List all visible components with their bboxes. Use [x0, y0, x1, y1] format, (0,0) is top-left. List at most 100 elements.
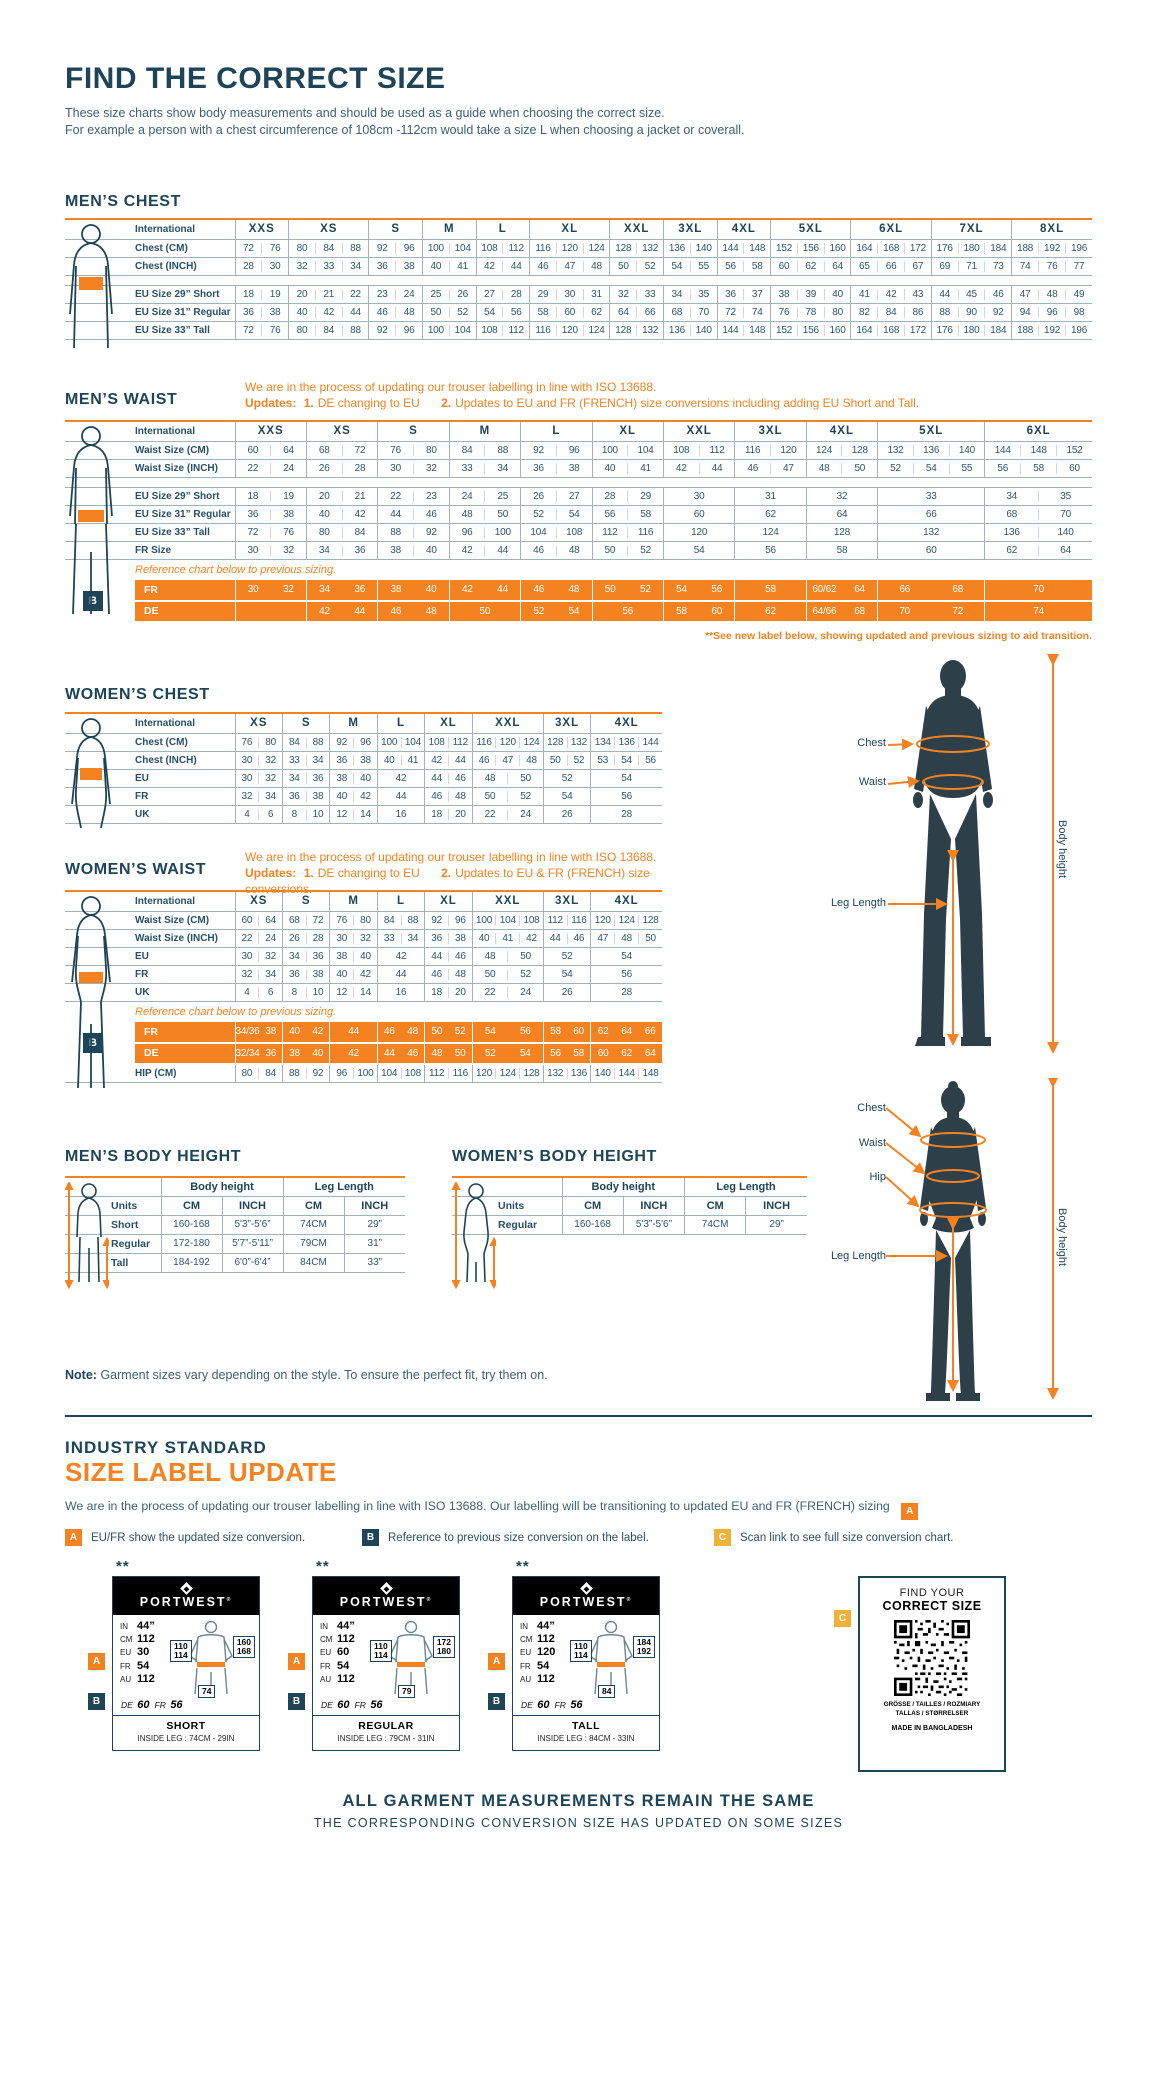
legend-text: Scan link to see full size conversion ch… — [740, 1531, 954, 1544]
table-header-row: International XS S M L XL XXL 3XL 4XL — [65, 713, 662, 734]
table-header-row: International XXS XS S M L XL XXL 3XL 4XL 5XL 6XL 7X… — [65, 219, 1092, 240]
card-stars: ** — [116, 1558, 130, 1575]
table-row: FR 32 34 36 38 40 42 44 46 48 50 52 54 56 — [65, 965, 662, 984]
label-spec-row: CM 112 — [520, 1633, 555, 1646]
size-label-update-heading: SIZE LABEL UPDATE — [65, 1457, 337, 1487]
section-womens-waist: WOMEN’S WAIST We are in the process of u… — [65, 850, 662, 1089]
table-row — [65, 477, 1092, 488]
body-height-label: Body height — [1056, 1208, 1068, 1267]
card-stars: ** — [516, 1558, 530, 1575]
qr-find-text: FIND YOUR — [899, 1587, 965, 1599]
page-header: FIND THE CORRECT SIZE These size charts … — [65, 62, 1092, 139]
previous-size-line: DE 60 FR 56 — [321, 1699, 383, 1711]
womens-waist-heading: WOMEN’S WAIST — [65, 861, 207, 878]
table-row: Chest (CM) 72 76 80 84 88 92 96 100 104 108 112 116 1… — [65, 239, 1092, 258]
table-row: Waist Size (CM) 60 64 68 72 76 80 84 88 92 96 100 10… — [65, 911, 662, 930]
badge-a: A — [65, 1529, 82, 1546]
table-header-row: International XXS XS S M L XL XXL 3XL 4XL 5XL 6XL — [65, 421, 1092, 442]
garment-note: Note: Garment sizes vary depending on th… — [65, 1368, 548, 1382]
table-row: DE 32/34 36 38 40 42 44 46 48 50 52 54 56 58 60 62 64 — [135, 1042, 662, 1065]
legend-item: C Scan link to see full size conversion c… — [714, 1529, 954, 1546]
fit-name: REGULAR — [358, 1720, 414, 1732]
table-header-row: Units CM INCH CM INCH — [65, 1196, 405, 1216]
qr-correct-text: CORRECT SIZE — [882, 1599, 982, 1613]
label-update-intro: We are in the process of updating our tr… — [65, 1499, 1095, 1520]
garment-label: PORTWEST® IN 44” CM 112 EU 60 FR 54 AU 112 110 1 — [312, 1576, 460, 1751]
label-spec-list: IN 44” CM 112 EU 120 FR 54 AU 112 — [520, 1620, 572, 1695]
portwest-diamond-icon — [579, 1581, 593, 1595]
chest-measure-box: 110 114 — [370, 1640, 392, 1662]
height-measure-box: 160 168 — [232, 1636, 255, 1658]
inside-leg: INSIDE LEG : 79CM - 31IN — [337, 1734, 435, 1743]
badge-b: B — [88, 1693, 105, 1710]
size-label-card-unit: ** PORTWEST® IN 44” CM 112 EU 30 FR 54 AU 112 — [88, 1558, 268, 1780]
womens-body-height-heading: WOMEN’S BODY HEIGHT — [452, 1148, 657, 1165]
footer-line-1: ALL GARMENT MEASUREMENTS REMAIN THE SAME — [342, 1792, 815, 1810]
label-spec-row: IN 44” — [320, 1620, 355, 1632]
legend-item: B Reference to previous size conversion o… — [362, 1529, 714, 1546]
womens-waist-ref-note: Reference chart below to previous sizing… — [135, 1005, 337, 1018]
portwest-logo: PORTWEST® — [313, 1577, 459, 1615]
label-spec-row: AU 112 — [320, 1672, 355, 1685]
section-womens-body-height: WOMEN’S BODY HEIGHT Body height Leg Lengt… — [452, 1148, 807, 1290]
inside-leg: INSIDE LEG : 84CM - 33IN — [537, 1734, 635, 1743]
chest-label: Chest — [857, 1102, 886, 1114]
registered-mark: ® — [226, 1596, 233, 1603]
table-row: Tall 184-192 6'0”-6'4” 84CM 33” — [65, 1253, 405, 1273]
height-measure-box: 172 180 — [432, 1636, 455, 1658]
table-row: Waist Size (INCH) 22 24 26 28 30 32 33 34 36 38 40 4… — [65, 459, 1092, 478]
table-header-row: Units CM INCH CM INCH — [452, 1196, 807, 1216]
size-label-card-unit: ** PORTWEST® IN 44” CM 112 EU 60 FR 54 AU 112 — [288, 1558, 468, 1780]
table-row: FR Size 30 32 34 36 38 40 42 44 46 48 50 52 54 56 58 60 6… — [65, 541, 1092, 560]
leg-measure-box: 74 — [198, 1685, 216, 1698]
badge-a: A — [488, 1653, 505, 1670]
label-figure: 110 114 172 180 79 — [370, 1620, 455, 1698]
industry-standard-heading: INDUSTRY STANDARD — [65, 1438, 267, 1457]
woman-silhouette-icon — [885, 1076, 1059, 1401]
label-spec-row: CM 112 — [320, 1633, 355, 1646]
womens-hip-table: HIP (CM) 80 84 88 92 96 100 104 108 112 116 120 124 1… — [65, 1064, 662, 1083]
womens-waist-reference-table: FR 34/36 38 40 42 44 46 48 50 52 54 56 58 60 62 64 66 DE 3… — [135, 1021, 662, 1065]
table-row: EU Size 29” Short 18 19 20 21 22 23 24 25 26 27 28 2… — [65, 285, 1092, 304]
fit-name: TALL — [571, 1720, 601, 1732]
label-spec-row: EU 30 — [120, 1646, 150, 1659]
table-row: EU Size 33” Tall 72 76 80 84 88 92 96 100 104 108 1… — [65, 523, 1092, 542]
table-row: Chest (CM) 76 80 84 88 92 96 100 104 108 112 116 120… — [65, 733, 662, 752]
badge-b: B — [83, 1032, 103, 1053]
label-spec-row: EU 60 — [320, 1646, 350, 1659]
leg-measure-box: 84 — [598, 1685, 616, 1698]
label-spec-row: FR 54 — [520, 1659, 550, 1672]
portwest-logo: PORTWEST® — [513, 1577, 659, 1615]
registered-mark: ® — [426, 1596, 433, 1603]
table-row: UK 4 6 8 10 12 14 16 18 20 22 24 26 28 — [65, 805, 662, 824]
waist-label: Waist — [858, 776, 886, 788]
table-row: Short 160-168 5'3”-5'6” 74CM 29” — [65, 1215, 405, 1235]
badge-b: B — [362, 1529, 379, 1546]
size-label-card-unit: ** PORTWEST® IN 44” CM 112 EU 120 FR 54 AU 112 — [488, 1558, 668, 1780]
previous-size-line: DE 60 FR 56 — [521, 1699, 583, 1711]
label-spec-row: CM 112 — [120, 1633, 155, 1646]
table-row: Waist Size (CM) 60 64 68 72 76 80 84 88 92 96 100 10… — [65, 441, 1092, 460]
leg-length-label: Leg Length — [830, 1250, 886, 1262]
group-header-row: Body height Leg Length — [452, 1177, 807, 1197]
table-header-row: International XS S M L XL XXL 3XL 4XL — [65, 891, 662, 912]
badge-b: B — [488, 1693, 505, 1710]
garment-label: PORTWEST® IN 44” CM 112 EU 30 FR 54 AU 112 110 1 — [112, 1576, 260, 1751]
womens-chest-table: International XS S M L XL XXL 3XL 4XL Chest (CM) 7… — [65, 712, 662, 829]
man-silhouette-icon — [887, 654, 1059, 1054]
group-header-row: Body height Leg Length — [65, 1177, 405, 1197]
table-row: EU 30 32 34 36 38 40 42 44 46 48 50 52 54 — [65, 769, 662, 788]
badge-a: A — [88, 1653, 105, 1670]
legend-text: EU/FR show the updated size conversion. — [91, 1531, 306, 1544]
label-footer: SHORT INSIDE LEG : 74CM - 29IN — [113, 1715, 259, 1750]
leg-measure-box: 79 — [398, 1685, 416, 1698]
qr-card: FIND YOUR CORRECT SIZE — [858, 1576, 1006, 1772]
hip-label: Hip — [869, 1171, 886, 1183]
label-spec-row: IN 44” — [120, 1620, 155, 1632]
table-row: EU 30 32 34 36 38 40 42 44 46 48 50 52 54 — [65, 947, 662, 966]
mens-chest-heading: MEN’S CHEST — [65, 193, 181, 210]
table-row: UK 4 6 8 10 12 14 16 18 20 22 24 26 28 — [65, 983, 662, 1002]
womens-waist-table: International XS S M L XL XXL 3XL 4XL Waist Size … — [65, 890, 662, 1089]
badge-b: B — [288, 1693, 305, 1710]
